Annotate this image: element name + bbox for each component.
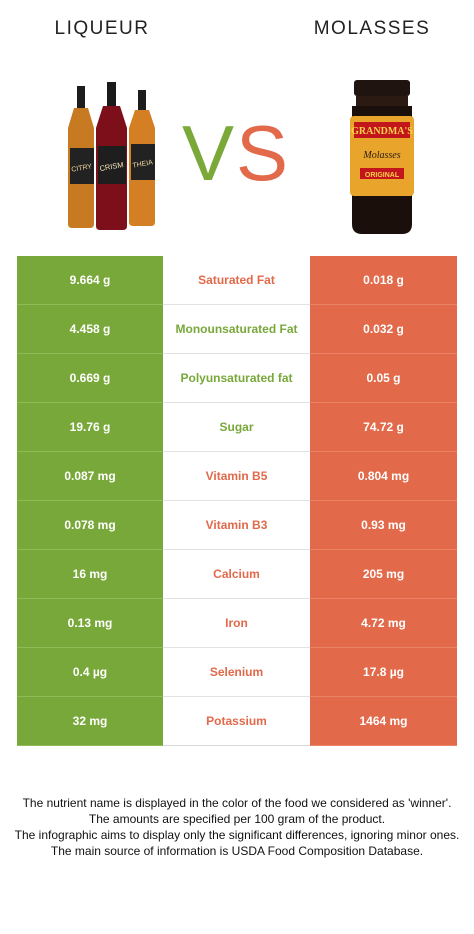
- table-row: 4.458 g Monounsaturated Fat 0.032 g: [17, 305, 457, 354]
- right-value: 74.72 g: [310, 403, 457, 452]
- bottle-crism: CRISM: [96, 82, 127, 230]
- table-row: 9.664 g Saturated Fat 0.018 g: [17, 256, 457, 305]
- right-value: 0.804 mg: [310, 452, 457, 501]
- vs-letter-s: S: [236, 109, 288, 188]
- table-row: 0.087 mg Vitamin B5 0.804 mg: [17, 452, 457, 501]
- bottle-label-citry: CITRY: [71, 163, 93, 174]
- nutrient-name: Sugar: [163, 403, 310, 452]
- table-row: 0.669 g Polyunsaturated fat 0.05 g: [17, 354, 457, 403]
- right-value: 4.72 mg: [310, 599, 457, 648]
- right-value: 0.032 g: [310, 305, 457, 354]
- left-value: 16 mg: [17, 550, 163, 599]
- nutrient-name: Saturated Fat: [163, 256, 310, 305]
- bottle-citry: CITRY: [68, 86, 94, 228]
- liqueur-bottles-image: CITRY THEIA CRISM: [68, 82, 155, 230]
- right-value: 0.05 g: [310, 354, 457, 403]
- footnote-line: The amounts are specified per 100 gram o…: [88, 812, 386, 826]
- left-value: 9.664 g: [17, 256, 163, 305]
- right-food-title: MOLASSES: [313, 18, 431, 39]
- left-value: 0.13 mg: [17, 599, 163, 648]
- table-row: 0.13 mg Iron 4.72 mg: [17, 599, 457, 648]
- footnote-line: The nutrient name is displayed in the co…: [22, 796, 452, 810]
- right-value: 1464 mg: [310, 697, 457, 746]
- comparison-table: 9.664 g Saturated Fat 0.018 g 4.458 g Monoun…: [17, 256, 457, 746]
- left-value: 19.76 g: [17, 403, 163, 452]
- table-row: 0.4 µg Selenium 17.8 µg: [17, 648, 457, 697]
- right-value: 0.018 g: [310, 256, 457, 305]
- footnote: The nutrient name is displayed in the co…: [10, 795, 464, 859]
- jar-variant-label: ORIGINAL: [365, 172, 400, 179]
- left-value: 0.669 g: [17, 354, 163, 403]
- nutrient-name: Potassium: [163, 697, 310, 746]
- left-food-title: LIQUEUR: [54, 18, 150, 39]
- nutrient-name: Polyunsaturated fat: [163, 354, 310, 403]
- nutrient-name: Iron: [163, 599, 310, 648]
- jar-brand-label: GRANDMA'S: [351, 126, 413, 137]
- table-row: 32 mg Potassium 1464 mg: [17, 697, 457, 746]
- left-value: 0.078 mg: [17, 501, 163, 550]
- bottle-label-crism: CRISM: [99, 160, 124, 173]
- molasses-jar-image: GRANDMA'S Molasses ORIGINAL: [350, 80, 414, 234]
- bottle-theia: THEIA: [129, 90, 155, 226]
- left-value: 32 mg: [17, 697, 163, 746]
- right-value: 17.8 µg: [310, 648, 457, 697]
- vs-letter-v: V: [182, 109, 234, 188]
- left-value: 0.4 µg: [17, 648, 163, 697]
- nutrient-name: Vitamin B3: [163, 501, 310, 550]
- jar-product-label: Molasses: [362, 150, 400, 161]
- right-value: 0.93 mg: [310, 501, 457, 550]
- table-row: 19.76 g Sugar 74.72 g: [17, 403, 457, 452]
- table-row: 0.078 mg Vitamin B3 0.93 mg: [17, 501, 457, 550]
- bottle-label-theia: THEIA: [132, 159, 154, 170]
- nutrient-name: Vitamin B5: [163, 452, 310, 501]
- right-value: 205 mg: [310, 550, 457, 599]
- footnote-line: The infographic aims to display only the…: [14, 828, 460, 842]
- vs-logo: V S: [182, 109, 288, 188]
- left-value: 4.458 g: [17, 305, 163, 354]
- left-value: 0.087 mg: [17, 452, 163, 501]
- table-row: 16 mg Calcium 205 mg: [17, 550, 457, 599]
- nutrient-name: Calcium: [163, 550, 310, 599]
- nutrient-name: Selenium: [163, 648, 310, 697]
- footnote-line: The main source of information is USDA F…: [50, 844, 424, 858]
- nutrient-name: Monounsaturated Fat: [163, 305, 310, 354]
